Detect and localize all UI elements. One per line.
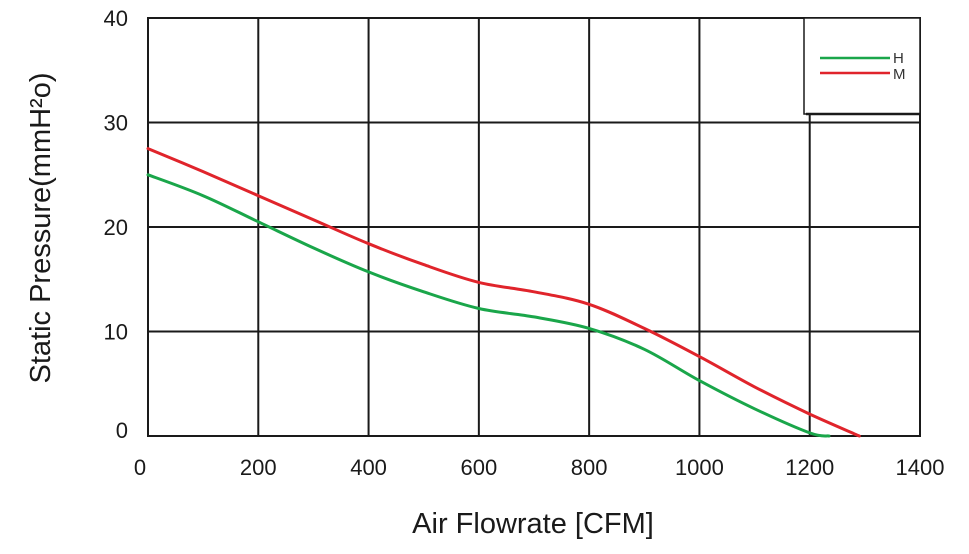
x-axis-title: Air Flowrate [CFM]: [412, 508, 654, 540]
x-tick-label: 1200: [785, 455, 834, 480]
x-tick-label: 1400: [896, 455, 945, 480]
y-tick-label: 0: [116, 418, 128, 443]
legend-label-m: M: [893, 66, 906, 83]
legend: H M: [803, 17, 921, 116]
plot-frame: [147, 17, 921, 437]
legend-box: [803, 17, 921, 115]
x-tick-label: 400: [350, 455, 387, 480]
x-tick-label: 800: [571, 455, 608, 480]
x-tick-label: 0: [134, 455, 146, 480]
series-line-h: [146, 173, 831, 438]
y-tick-label: 30: [104, 111, 128, 136]
legend-label-h: H: [893, 50, 904, 67]
x-axis-ticks: 0 200 400 600 800 1000 1200 1400: [134, 455, 945, 480]
x-tick-label: 1000: [675, 455, 724, 480]
y-tick-label: 10: [104, 320, 128, 345]
y-tick-label: 40: [104, 6, 128, 31]
y-axis-title: Static Pressure(mmH²o): [25, 73, 57, 384]
y-axis-ticks: 0 10 20 30 40: [104, 6, 128, 443]
x-tick-label: 200: [240, 455, 277, 480]
series-line-m: [146, 147, 861, 438]
series-layer: [146, 147, 861, 438]
y-tick-label: 20: [104, 215, 128, 240]
x-tick-label: 600: [460, 455, 497, 480]
